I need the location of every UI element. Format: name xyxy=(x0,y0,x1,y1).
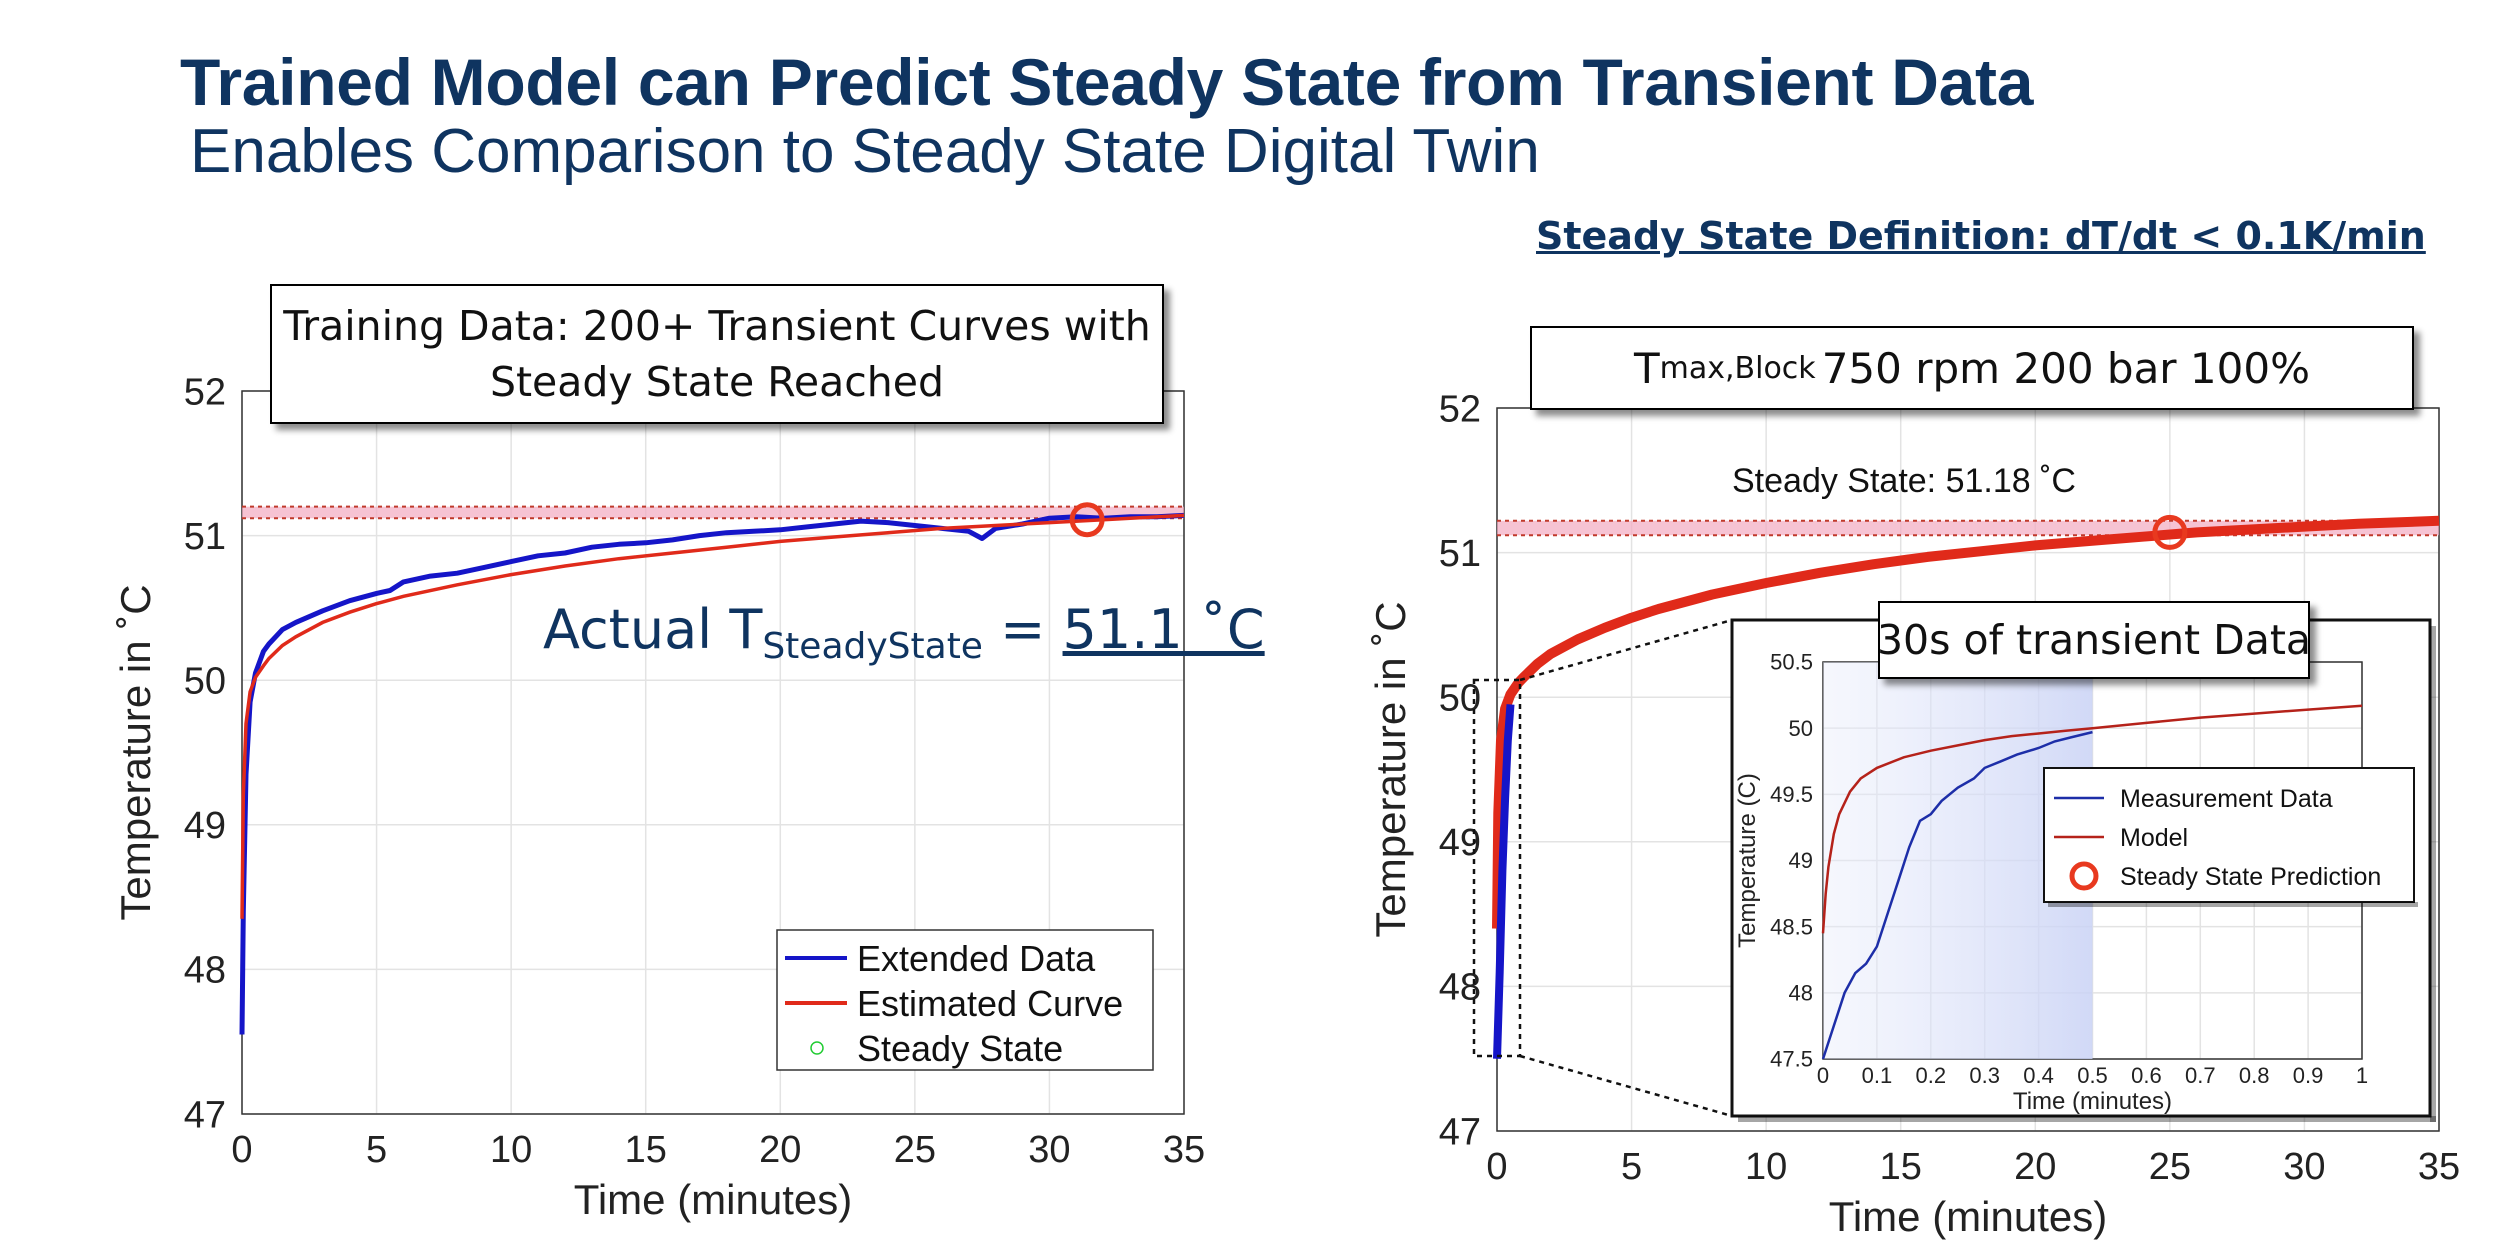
inset-xtick-label: 0.7 xyxy=(2185,1063,2216,1088)
left-series-extended-data xyxy=(239,512,1185,1035)
inset-shadow-right xyxy=(2430,626,2436,1122)
training-data-callout: Training Data: 200+ Transient Curves wit… xyxy=(270,284,1164,424)
right-ytick-label: 47 xyxy=(1439,1111,1481,1153)
slide-subtitle: Enables Comparison to Steady State Digit… xyxy=(190,117,1540,186)
inset-xtick-label: 1 xyxy=(2356,1063,2368,1088)
actual-subscript: SteadyState xyxy=(762,626,983,667)
inset-xtick-label: 0.6 xyxy=(2131,1063,2162,1088)
right-xtick-label: 15 xyxy=(1880,1146,1922,1188)
inset-xtick-label: 0 xyxy=(1817,1063,1829,1088)
left-xtick-label: 20 xyxy=(759,1129,801,1171)
inset-xtick-label: 0.1 xyxy=(1862,1063,1893,1088)
inset-legend-shadow xyxy=(2048,902,2418,907)
inset-legend-swatch xyxy=(2069,861,2099,891)
tmax-t: T xyxy=(1633,343,1660,393)
left-xtick-label: 30 xyxy=(1028,1129,1070,1171)
left-ytick-label: 49 xyxy=(184,805,226,847)
right-series-measurement-data xyxy=(1493,704,1515,1059)
left-xtick-label: 5 xyxy=(366,1129,387,1171)
inset-legend-label: Measurement Data xyxy=(2120,785,2333,813)
right-zoom-connector-bottom xyxy=(1519,1054,1733,1118)
inset-ylabel: Temperature (C) xyxy=(1734,773,1761,948)
inset-legend-box xyxy=(2043,767,2415,903)
inset-xtick-label: 0.5 xyxy=(2077,1063,2108,1088)
right-zoom-region xyxy=(1472,678,1522,1058)
left-ytick-label: 52 xyxy=(184,371,226,413)
inset-ytick-label: 48.5 xyxy=(1770,914,1813,939)
left-legend-label: Steady State xyxy=(857,1028,1063,1069)
left-ylabel: Temperature in ˚C xyxy=(112,584,159,920)
right-xtick-label: 30 xyxy=(2283,1146,2325,1188)
left-axes: 0 5 10 15 20 25 30 35 47 48 49 50 51 52 Time (minutes)… xyxy=(112,371,1205,1223)
right-xtick-label: 25 xyxy=(2149,1146,2191,1188)
inset-xtick-label: 0.8 xyxy=(2239,1063,2270,1088)
inset-ytick-label: 48 xyxy=(1789,981,1813,1006)
right-xtick-label: 0 xyxy=(1486,1146,1507,1188)
training-data-line1: Training Data: 200+ Transient Curves wit… xyxy=(283,302,1151,350)
inset-legend: Measurement Data Model Steady State Predic… xyxy=(2043,767,2418,907)
left-ytick-label: 48 xyxy=(184,950,226,992)
inset-ytick-label: 50.5 xyxy=(1770,650,1813,675)
actual-equals: = xyxy=(982,598,1063,661)
right-zoom-connector-top xyxy=(1519,618,1733,682)
inset-ytick-label: 49 xyxy=(1789,848,1813,873)
inset-xlabel: Time (minutes) xyxy=(2013,1088,2172,1115)
left-legend-label: Estimated Curve xyxy=(857,983,1123,1024)
inset-legend-label: Model xyxy=(2120,824,2188,852)
actual-steady-state-label: Actual TSteadyState = 51.1 ˚C xyxy=(543,598,1265,667)
right-ytick-label: 52 xyxy=(1439,388,1481,430)
left-ytick-label: 47 xyxy=(184,1094,226,1136)
right-xtick-label: 10 xyxy=(1745,1146,1787,1188)
left-legend-swatch xyxy=(810,1041,824,1055)
inset-series-model xyxy=(1821,704,2363,934)
inset-xtick-label: 0.9 xyxy=(2293,1063,2324,1088)
inset-ytick-label: 49.5 xyxy=(1770,782,1813,807)
left-xtick-label: 35 xyxy=(1163,1129,1205,1171)
right-xtick-label: 5 xyxy=(1621,1146,1642,1188)
inset-xtick-label: 0.4 xyxy=(2023,1063,2054,1088)
left-xtick-label: 15 xyxy=(625,1129,667,1171)
right-ytick-label: 51 xyxy=(1439,533,1481,575)
left-steady-band xyxy=(242,506,1184,519)
right-steady-state-marker xyxy=(2152,514,2188,550)
left-steady-state-marker xyxy=(1069,502,1105,538)
steady-state-value-label: Steady State: 51.18 ˚C xyxy=(1732,462,2076,500)
inset-xtick-label: 0.2 xyxy=(1916,1063,1947,1088)
transient-data-callout: 30s of transient Data xyxy=(1877,601,2311,679)
inset-shadow-bottom xyxy=(1738,1116,2436,1122)
steady-state-definition: Steady State Definition: dT/dt < 0.1K/mi… xyxy=(1536,214,2426,258)
slide-title: Trained Model can Predict Steady State f… xyxy=(180,45,2034,119)
left-ytick-label: 51 xyxy=(184,516,226,558)
left-xtick-label: 0 xyxy=(231,1129,252,1171)
right-ylabel: Temperature in ˚C xyxy=(1367,601,1414,937)
left-xtick-label: 10 xyxy=(490,1129,532,1171)
right-xtick-label: 20 xyxy=(2014,1146,2056,1188)
right-xtick-label: 35 xyxy=(2418,1146,2460,1188)
left-series-estimated-curve xyxy=(240,513,1185,919)
inset-ytick-label: 50 xyxy=(1789,716,1813,741)
training-data-line2: Steady State Reached xyxy=(489,358,945,406)
left-xtick-label: 25 xyxy=(894,1129,936,1171)
inset-xtick-label: 0.3 xyxy=(1969,1063,2000,1088)
right-series-model xyxy=(1492,515,2440,929)
left-legend-box xyxy=(776,929,1154,1071)
left-ytick-label: 50 xyxy=(184,661,226,703)
actual-prefix: Actual T xyxy=(543,598,763,661)
left-xlabel: Time (minutes) xyxy=(574,1176,852,1223)
left-legend-label: Extended Data xyxy=(857,938,1096,979)
actual-value: 51.1 ˚C xyxy=(1062,598,1265,661)
tmax-conditions: 750 rpm 200 bar 100% xyxy=(1821,343,2310,393)
inset-series-measurement-data xyxy=(1821,730,2093,1060)
inset-ytick-label: 47.5 xyxy=(1770,1047,1813,1072)
tmax-subscript: max,Block xyxy=(1659,350,1816,386)
right-xlabel: Time (minutes) xyxy=(1829,1193,2107,1240)
inset-legend-label: Steady State Prediction xyxy=(2120,863,2381,891)
